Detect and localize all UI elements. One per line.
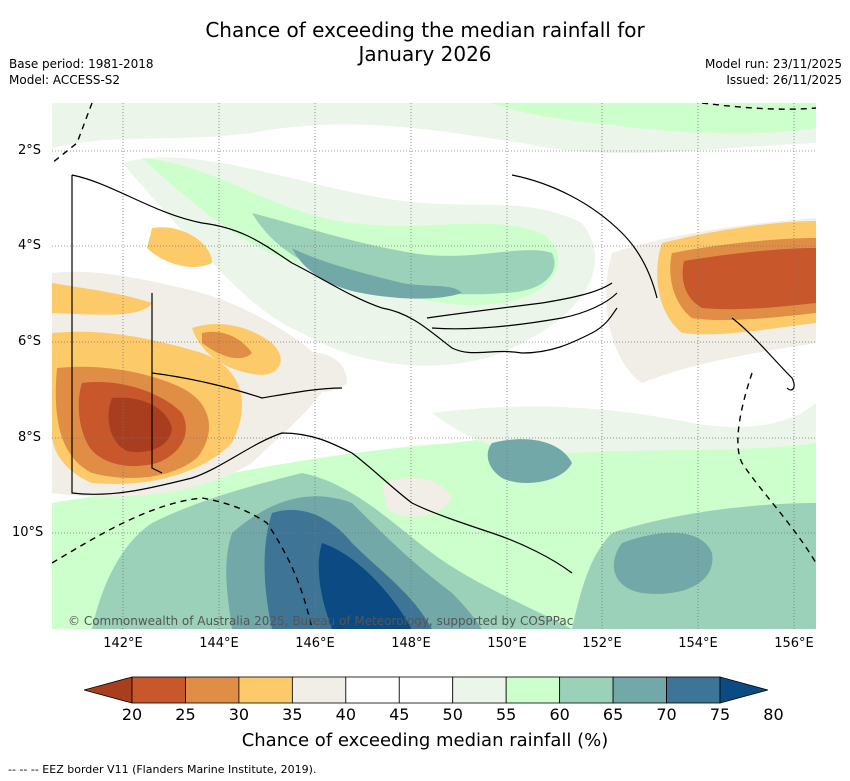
south-teal-dark-east — [613, 532, 713, 594]
lon-label-142e: 142°E — [103, 636, 143, 651]
new-britain-coast — [426, 282, 618, 330]
central-beige-patch — [382, 478, 452, 517]
colorbar-extend-high — [719, 676, 768, 704]
lon-label-150e: 150°E — [487, 636, 527, 651]
colorbar-label: Chance of exceeding median rainfall (%) — [241, 730, 609, 751]
colorbar-tick-label: 55 — [495, 705, 517, 724]
lat-label-6s: 6°S — [18, 334, 42, 349]
southeast-teal-patch — [487, 439, 572, 483]
west-orange-middle — [202, 331, 252, 359]
rainfall-map: © Commonwealth of Australia 2025, Bureau… — [52, 103, 816, 629]
south-dark-blue-zone — [318, 543, 412, 629]
lon-label-146e: 146°E — [295, 636, 335, 651]
colorbar-tick-label: 70 — [656, 705, 677, 724]
colorbar-swatch — [291, 676, 347, 704]
colorbar-tick-label: 75 — [709, 705, 731, 724]
lat-label-8s: 8°S — [18, 430, 42, 445]
west-dark-red-zone — [108, 397, 172, 453]
colorbar-swatch — [612, 676, 667, 704]
colorbar-tick-label: 35 — [282, 705, 303, 724]
png-border — [151, 293, 163, 474]
colorbar-tick-label: 25 — [175, 705, 196, 724]
colorbar-swatch — [452, 676, 507, 704]
colorbar-swatch — [131, 676, 186, 704]
meta-right: Model run: 23/11/2025 Issued: 26/11/2025 — [705, 56, 842, 88]
lat-label-10s: 10°S — [12, 525, 44, 540]
colorbar — [84, 676, 768, 704]
colorbar-tick-label: 45 — [389, 705, 410, 724]
colorbar-extend-low — [84, 676, 133, 704]
colorbar-swatch — [505, 676, 561, 704]
eez-borders — [52, 103, 816, 629]
colorbar-swatch — [185, 676, 240, 704]
colorbar-swatch — [345, 676, 400, 704]
title-line-2: January 2026 — [358, 42, 492, 66]
colorbar-swatch — [238, 676, 293, 704]
map-title: Chance of exceeding the median rainfall … — [0, 18, 850, 66]
east-red-zone — [682, 248, 816, 310]
lon-label-148e: 148°E — [391, 636, 431, 651]
colorbar-tick-label: 20 — [121, 705, 143, 724]
meta-left: Base period: 1981-2018 Model: ACCESS-S2 — [9, 56, 154, 88]
colorbar-tick-label: 65 — [602, 705, 624, 724]
colorbar-tick-label: 80 — [763, 705, 784, 724]
provincial-border-1 — [151, 372, 343, 399]
title-line-1: Chance of exceeding the median rainfall … — [205, 18, 645, 42]
central-beige-patch-2 — [292, 351, 347, 392]
coastlines — [71, 174, 795, 574]
west-yellow-band — [52, 283, 152, 315]
colorbar-tick-label: 60 — [549, 705, 570, 724]
model-run: Model run: 23/11/2025 — [704, 57, 842, 71]
west-yellow-north — [147, 227, 212, 268]
lon-label-154e: 154°E — [678, 636, 718, 651]
lat-label-2s: 2°S — [18, 143, 42, 158]
bougainville-coast — [731, 317, 795, 391]
central-teal-dark — [292, 248, 462, 299]
eez-footnote: -- -- -- EEZ border V11 (Flanders Marine… — [8, 763, 317, 776]
lat-label-4s: 4°S — [18, 238, 42, 253]
top-right-green — [492, 103, 816, 134]
new-ireland-coast — [511, 174, 658, 299]
lon-label-152e: 152°E — [582, 636, 622, 651]
colorbar-swatch — [559, 676, 614, 704]
issued-date: Issued: 26/11/2025 — [726, 73, 842, 87]
base-period: Base period: 1981-2018 — [9, 57, 154, 71]
new-guinea-coast — [71, 174, 618, 574]
lon-label-144e: 144°E — [199, 636, 239, 651]
colorbar-swatch — [398, 676, 454, 704]
model-name: Model: ACCESS-S2 — [9, 73, 121, 87]
lon-label-156e: 156°E — [774, 636, 814, 651]
map-credit: © Commonwealth of Australia 2025, Bureau… — [68, 614, 573, 628]
gridlines — [52, 103, 816, 629]
colorbar-tick-label: 30 — [228, 705, 250, 724]
colorbar-swatch — [666, 676, 721, 704]
colorbar-tick-label: 40 — [335, 705, 356, 724]
central-teal-zone — [252, 213, 555, 295]
colorbar-tick-label: 50 — [442, 705, 463, 724]
